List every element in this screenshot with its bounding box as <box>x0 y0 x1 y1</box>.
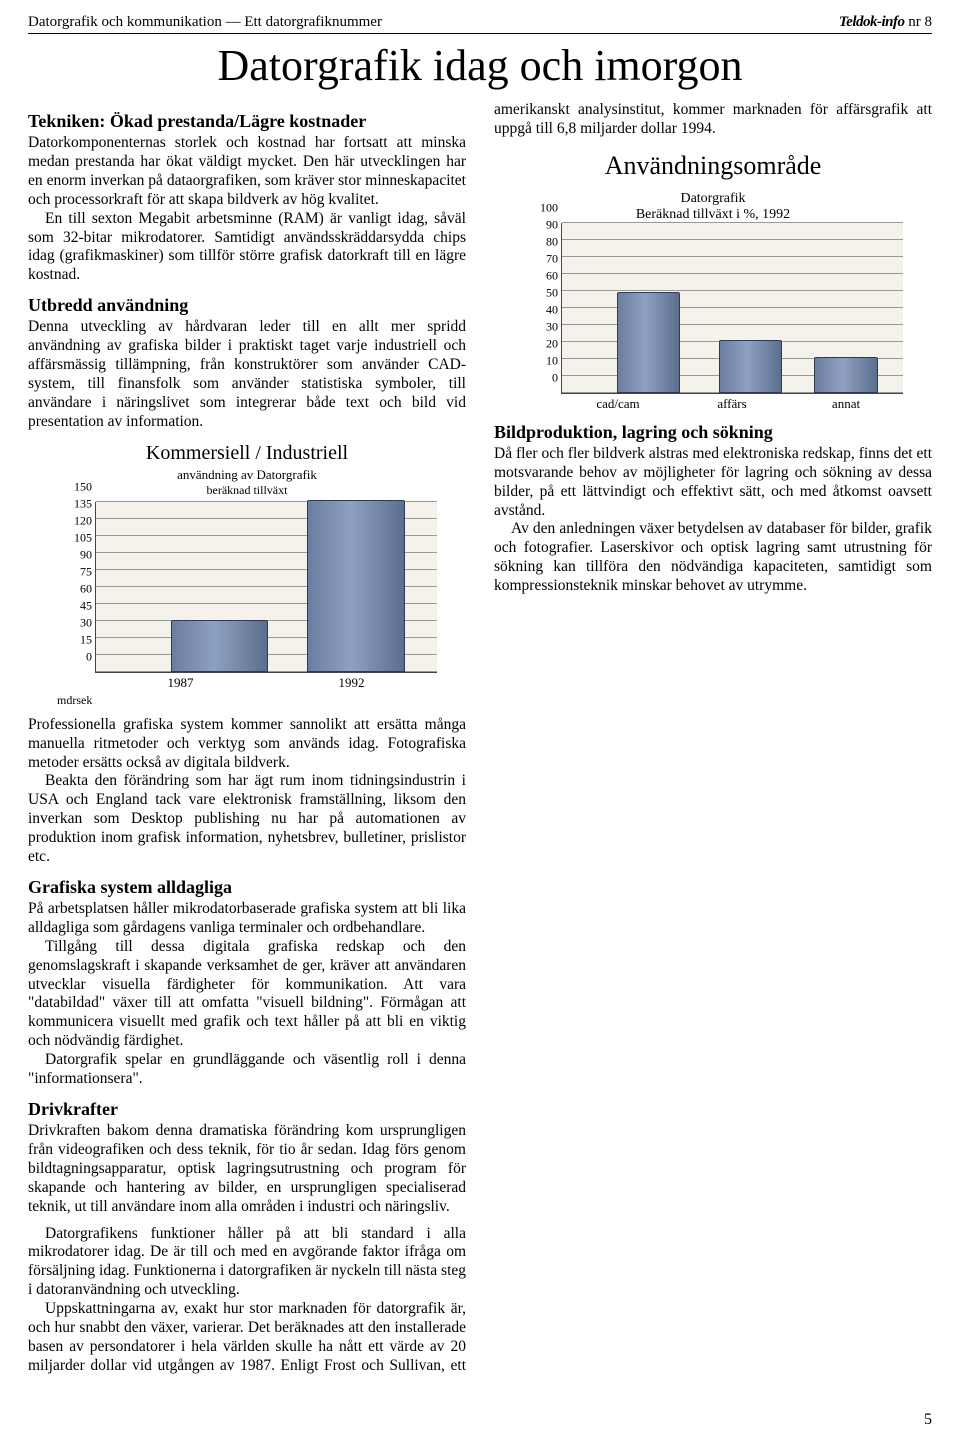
para: Tillgång till dessa digitala grafiska re… <box>28 938 466 1051</box>
page-number: 5 <box>924 1411 932 1429</box>
ytick-label: 120 <box>74 513 96 528</box>
ytick-label: 90 <box>546 217 562 232</box>
bar <box>814 357 877 393</box>
chart1-title: Kommersiell / Industriell <box>57 442 437 465</box>
chart-kommersiell: Kommersiell / Industriell användning av … <box>57 442 437 708</box>
ytick-label: 80 <box>546 234 562 249</box>
masthead-right: Teldok-info nr 8 <box>839 14 932 31</box>
ytick-label: 105 <box>74 530 96 545</box>
xlabel: cad/cam <box>561 394 675 412</box>
ytick-label: 0 <box>86 649 96 664</box>
heading-utbredd: Utbredd användning <box>28 295 466 316</box>
para: Denna utveckling av hårdvaran leder till… <box>28 318 466 431</box>
chart2-title-line2: Beräknad tillväxt i %, 1992 <box>523 207 903 223</box>
xlabel: annat <box>789 394 903 412</box>
chart2-title-line1: Datorgrafik <box>523 191 903 207</box>
bar <box>307 500 404 672</box>
chart-anvandning: Datorgrafik Beräknad tillväxt i %, 1992 … <box>523 191 903 412</box>
xlabel: 1992 <box>266 673 437 691</box>
grid-line <box>562 239 903 240</box>
ytick-label: 100 <box>540 200 562 215</box>
chart1-subtitle2: beräknad tillväxt <box>57 483 437 498</box>
chart1-yaxis-label: mdrsek <box>57 693 437 708</box>
ytick-label: 75 <box>80 564 96 579</box>
ytick-label: 60 <box>546 268 562 283</box>
grid-line <box>562 290 903 291</box>
para: Av den anledningen växer betydelsen av d… <box>494 520 932 596</box>
para: Då fler och fler bildverk alstras med el… <box>494 445 932 521</box>
chart1-subtitle1: användning av Datorgrafik <box>57 467 437 483</box>
bar <box>719 340 782 393</box>
grid-line <box>562 273 903 274</box>
grid-line <box>562 222 903 223</box>
ytick-label: 10 <box>546 353 562 368</box>
xlabel: 1987 <box>95 673 266 691</box>
ytick-label: 70 <box>546 251 562 266</box>
heading-drivkrafter: Drivkrafter <box>28 1099 466 1120</box>
ytick-label: 90 <box>80 547 96 562</box>
masthead: Datorgrafik och kommunikation — Ett dato… <box>28 14 932 34</box>
issue-number: nr 8 <box>905 14 933 30</box>
para: En till sexton Megabit arbetsminne (RAM)… <box>28 210 466 286</box>
para: Drivkraften bakom denna dramatiska förän… <box>28 1122 466 1217</box>
heading-tekniken: Tekniken: Ökad prestanda/Lägre kostnader <box>28 111 466 132</box>
ytick-label: 30 <box>80 615 96 630</box>
ytick-label: 30 <box>546 319 562 334</box>
xlabel: affärs <box>675 394 789 412</box>
ytick-label: 60 <box>80 581 96 596</box>
heading-grafiska: Grafiska system alldagliga <box>28 877 466 898</box>
ytick-label: 150 <box>74 479 96 494</box>
heading-anvandningsomrade: Användningsområde <box>494 151 932 181</box>
article-columns: Tekniken: Ökad prestanda/Lägre kostnader… <box>28 101 932 1401</box>
heading-bildproduktion: Bildproduktion, lagring och sökning <box>494 422 932 443</box>
ytick-label: 0 <box>552 370 562 385</box>
ytick-label: 15 <box>80 632 96 647</box>
ytick-label: 40 <box>546 302 562 317</box>
chart1-xlabels: 19871992 <box>95 673 437 691</box>
ytick-label: 20 <box>546 336 562 351</box>
ytick-label: 50 <box>546 285 562 300</box>
para: Datorkomponenternas storlek och kostnad … <box>28 134 466 210</box>
ytick-label: 135 <box>74 496 96 511</box>
para: På arbetsplatsen håller mikrodatorbasera… <box>28 900 466 938</box>
brand: Teldok-info <box>839 14 905 30</box>
masthead-left: Datorgrafik och kommunikation — Ett dato… <box>28 14 382 31</box>
chart1-plot: 0153045607590105120135150 <box>95 502 437 673</box>
grid-line <box>562 307 903 308</box>
chart2-plot: 0102030405060708090100 <box>561 223 903 394</box>
chart2-xlabels: cad/camaffärsannat <box>561 394 903 412</box>
para: Professionella grafiska system kommer sa… <box>28 716 466 773</box>
page-title: Datorgrafik idag och imorgon <box>28 40 932 91</box>
para: Datorgrafik spelar en grundläggande och … <box>28 1051 466 1089</box>
bar <box>171 620 268 672</box>
ytick-label: 45 <box>80 598 96 613</box>
grid-line <box>562 324 903 325</box>
para: Datorgrafikens funktioner håller på att … <box>28 1225 466 1301</box>
para: Beakta den förändring som har ägt rum in… <box>28 772 466 867</box>
grid-line <box>562 256 903 257</box>
bar <box>617 292 680 393</box>
